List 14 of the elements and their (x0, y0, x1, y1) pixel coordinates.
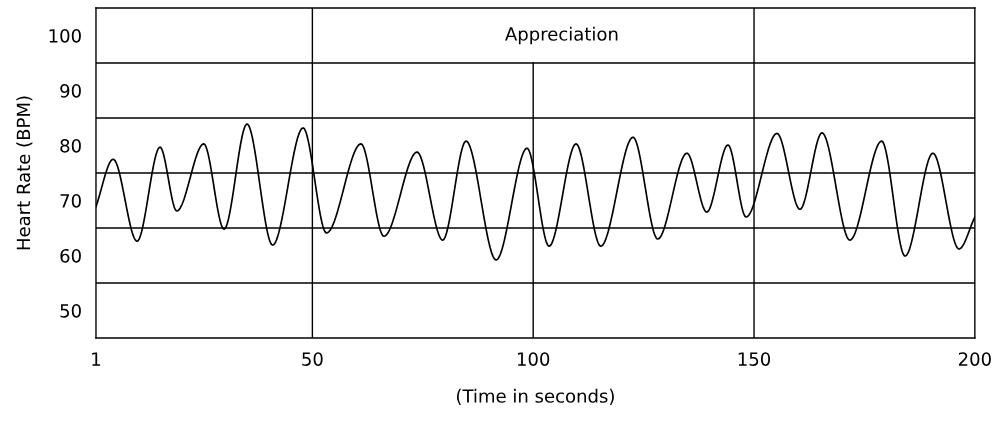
y-tick-label: 80 (60, 138, 81, 153)
y-tick-label: 70 (60, 193, 81, 208)
x-axis-title: (Time in seconds) (456, 388, 614, 405)
x-tick-label: 1 (92, 352, 101, 366)
y-tick-label: 60 (60, 248, 81, 263)
text: Appreciation (505, 26, 618, 45)
y-tick-label: 50 (60, 303, 81, 318)
y-tick-label: 100 (49, 28, 81, 43)
x-tick-label: 200 (958, 352, 991, 366)
y-axis-title: Heart Rate (BPM) (16, 96, 33, 250)
y-tick-label: 90 (60, 83, 81, 98)
x-tick-label: 50 (302, 352, 323, 366)
x-tick-label: 100 (517, 352, 550, 366)
x-tick-label: 150 (738, 352, 771, 366)
